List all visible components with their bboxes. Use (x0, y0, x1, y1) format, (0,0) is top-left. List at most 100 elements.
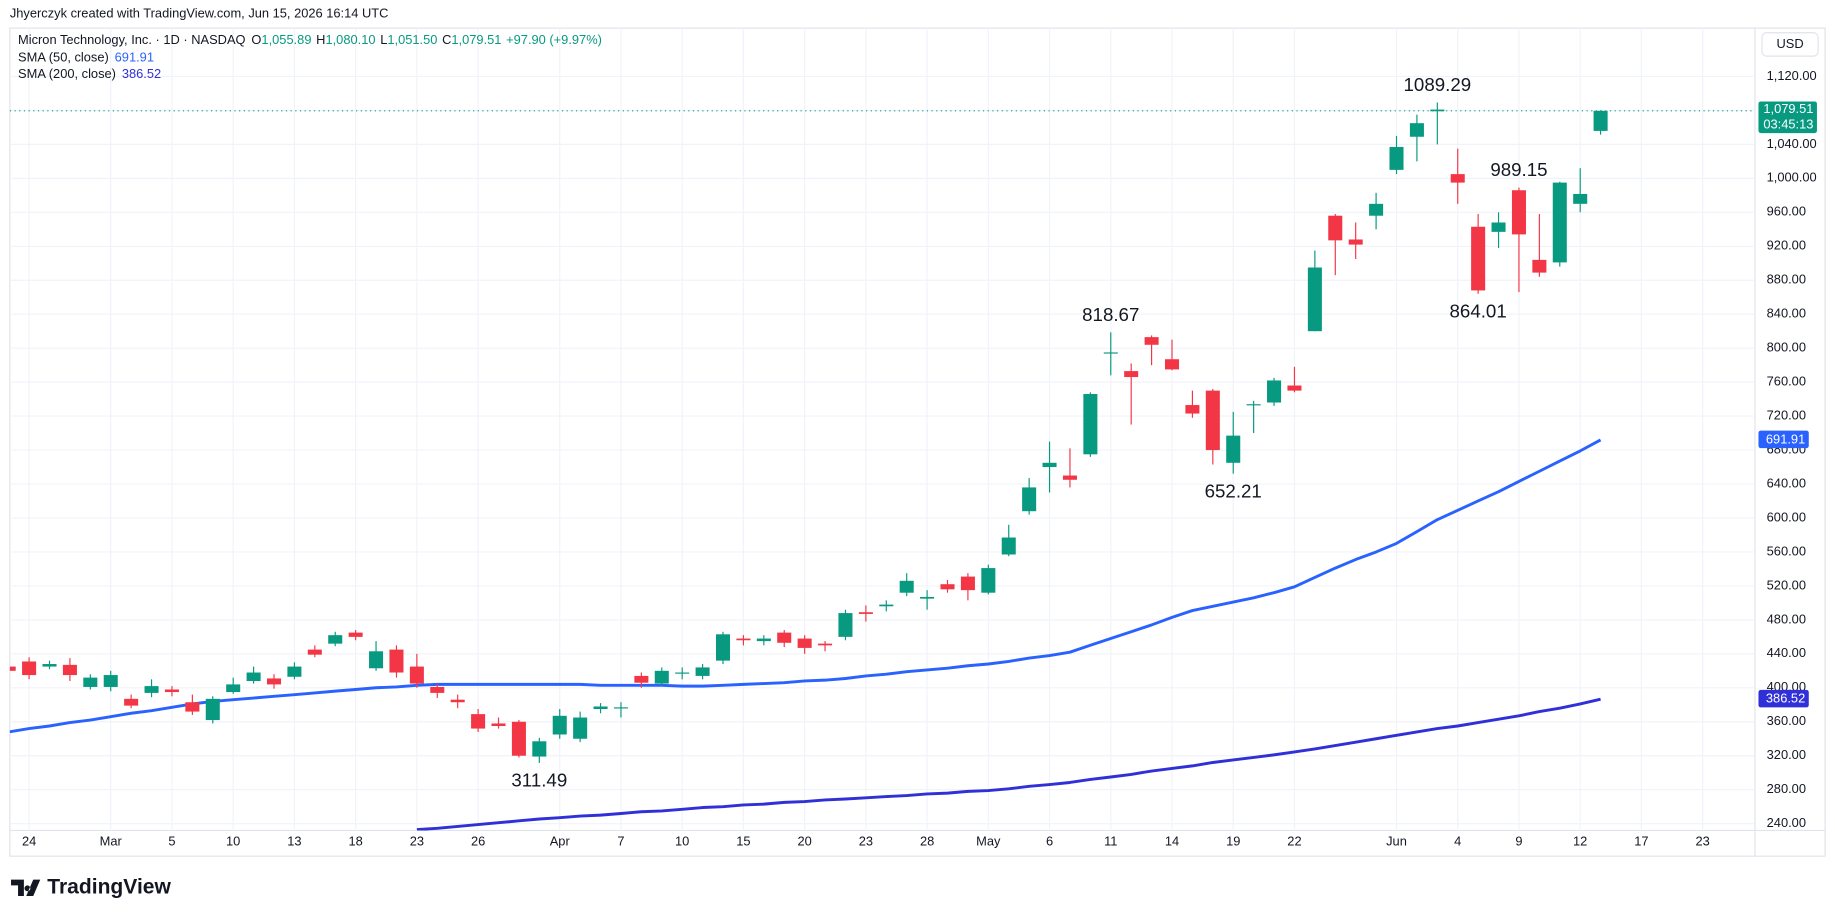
candle-body (573, 717, 588, 739)
candle-body (1042, 462, 1057, 468)
candle-body (1430, 109, 1445, 112)
last-price-label: 1,079.51 (1763, 101, 1813, 116)
credit: Jhyerczyk created with TradingView.com, … (10, 5, 389, 20)
sma-price-label: 691.91 (1766, 431, 1805, 446)
ohlc-value: 1,080.10 (325, 32, 375, 47)
x-tick-label: 24 (22, 834, 36, 849)
candle-body (1491, 222, 1506, 232)
high-low-label: 989.15 (1490, 159, 1547, 180)
x-tick-label: 13 (287, 834, 301, 849)
candle-body (756, 638, 771, 642)
candle-body (307, 649, 322, 655)
candle-body (246, 672, 261, 682)
candle-body (1001, 537, 1016, 555)
candle-body (695, 667, 710, 676)
x-tick-label: 28 (920, 834, 934, 849)
ohlc-key: H (316, 32, 325, 47)
symbol-line: Micron Technology, Inc. · 1D · NASDAQ O1,… (18, 32, 602, 47)
x-tick-label: 9 (1515, 834, 1522, 849)
candle-body (124, 698, 139, 706)
ohlc-value: 1,055.89 (261, 32, 311, 47)
x-tick-label: 23 (410, 834, 424, 849)
change: +97.90 (+9.97%) (506, 32, 602, 47)
candle-body (981, 568, 996, 593)
currency-box[interactable] (1761, 32, 1819, 57)
y-tick-label: 1,120.00 (1767, 68, 1817, 83)
candle-body (1307, 267, 1322, 332)
candle-body (1328, 215, 1343, 241)
x-tick-label: 4 (1454, 834, 1461, 849)
x-tick-label: 6 (1046, 834, 1053, 849)
sma-line (9, 438, 1602, 734)
candle-body (1246, 404, 1261, 406)
candle-body (389, 649, 404, 673)
ohlc-key: O (251, 32, 261, 47)
candle-body (715, 634, 731, 661)
candle-body (675, 672, 690, 674)
candle-body (1144, 337, 1159, 345)
candle-body (1511, 190, 1526, 235)
candle-body (369, 651, 384, 669)
indicator-value: 386.52 (122, 66, 161, 81)
candle-body (1226, 435, 1241, 463)
candle-body (185, 702, 200, 712)
ohlc-key: C (442, 32, 451, 47)
y-tick-label: 600.00 (1767, 509, 1806, 524)
candle-body (1287, 385, 1302, 391)
candle-body (1185, 405, 1200, 414)
candle-body (899, 580, 914, 593)
candle-body (1062, 475, 1077, 480)
candle-body (1369, 203, 1384, 216)
candle-body (1593, 110, 1608, 131)
candle-body (409, 666, 424, 684)
sma-line (416, 697, 1601, 831)
candle-body (1450, 174, 1465, 183)
x-tick-label: 23 (859, 834, 873, 849)
brand: TradingView (47, 875, 171, 898)
high-low-label: 1089.29 (1404, 74, 1472, 95)
y-tick-label: 800.00 (1767, 340, 1806, 355)
sma-price-tag (1758, 430, 1809, 449)
y-tick-label: 480.00 (1767, 611, 1806, 626)
ohlc-key: L (380, 32, 387, 47)
indicator-name: SMA (50, close) (18, 50, 109, 65)
candle-body (1471, 226, 1486, 291)
high-low-label: 652.21 (1205, 480, 1262, 501)
x-tick-label: Mar (100, 834, 123, 849)
candle-body (1083, 394, 1098, 455)
candle-body (1409, 123, 1424, 137)
candle-body (1164, 359, 1180, 370)
candle-body (1552, 182, 1567, 263)
x-tick-label: 5 (168, 834, 175, 849)
candle-body (471, 714, 486, 729)
y-tick-label: 640.00 (1767, 475, 1806, 490)
candle-body (103, 675, 118, 687)
logo-icon (11, 879, 41, 896)
high-low-label: 311.49 (511, 770, 567, 791)
y-tick-label: 440.00 (1767, 645, 1806, 660)
candle-body (797, 638, 812, 648)
candle-body (205, 698, 220, 721)
y-tick-label: 1,040.00 (1767, 136, 1817, 151)
indicator-value: 691.91 (115, 50, 154, 65)
high-low-label: 864.01 (1450, 300, 1507, 321)
axes: 240.00280.00320.00360.00400.00440.00480.… (22, 68, 1817, 849)
x-tick-label: 19 (1226, 834, 1240, 849)
candle-body (879, 604, 894, 607)
indicator-name: SMA (200, close) (18, 66, 116, 81)
x-tick-label: 15 (736, 834, 750, 849)
x-tick-label: 20 (797, 834, 811, 849)
candle-body (1348, 239, 1363, 245)
y-tick-label: 960.00 (1767, 204, 1806, 219)
x-tick-label: 10 (675, 834, 689, 849)
candle-body (287, 666, 302, 677)
x-tick-label: 26 (471, 834, 485, 849)
candle-body (634, 675, 649, 683)
y-tick-label: 280.00 (1767, 781, 1806, 796)
candle-body (144, 686, 159, 693)
y-tick-label: 920.00 (1767, 238, 1806, 253)
candle-body (1124, 371, 1139, 378)
candle-body (42, 664, 57, 667)
candle-body (613, 707, 628, 709)
